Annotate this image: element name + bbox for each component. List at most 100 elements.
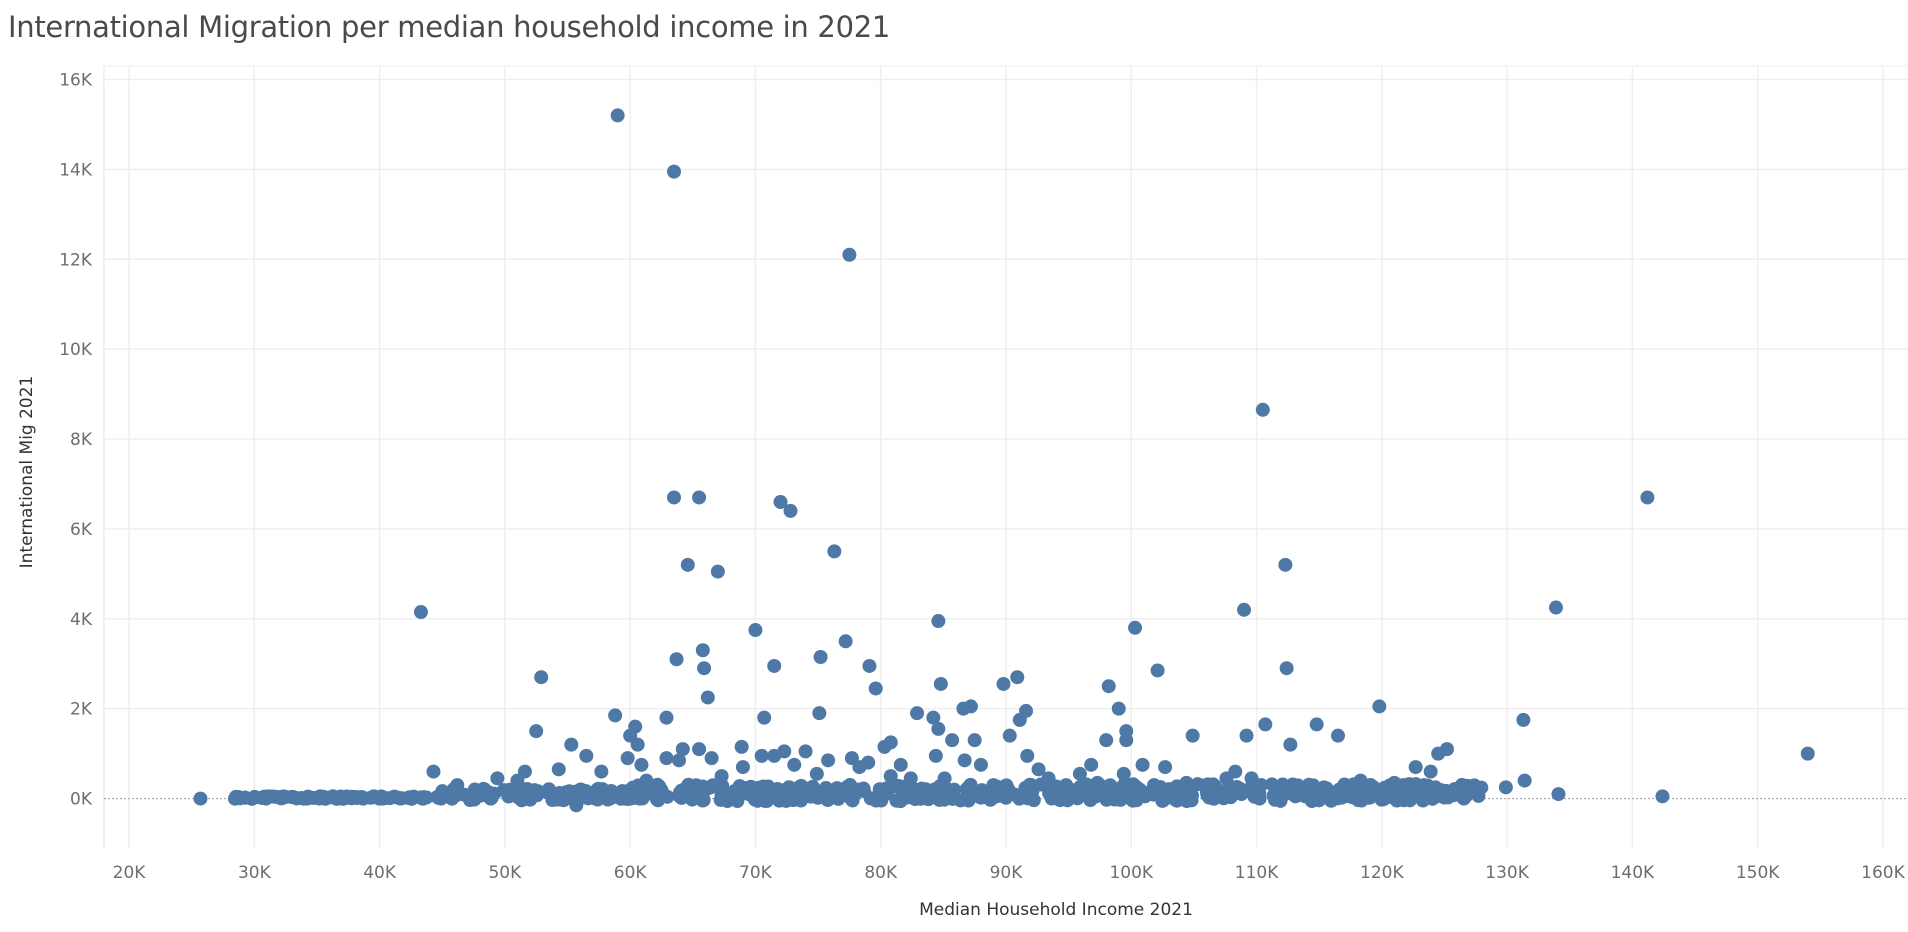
x-tick-label: 120K <box>1360 863 1404 883</box>
data-point <box>490 771 505 786</box>
data-point <box>996 676 1011 691</box>
cluster-point <box>1190 777 1205 792</box>
data-point <box>697 661 712 676</box>
data-point <box>1185 728 1200 743</box>
data-point <box>667 164 682 179</box>
data-point <box>564 737 579 752</box>
data-point <box>903 771 918 786</box>
data-point <box>700 690 715 705</box>
data-point <box>773 494 788 509</box>
cluster-point <box>1012 791 1027 806</box>
data-point <box>1429 789 1444 804</box>
data-point <box>1234 787 1249 802</box>
data-point <box>1516 712 1531 727</box>
data-point <box>937 771 952 786</box>
data-point <box>675 742 690 757</box>
cluster-point <box>600 792 615 807</box>
data-point <box>551 762 566 777</box>
data-point <box>827 544 842 559</box>
data-point <box>1655 789 1670 804</box>
data-points <box>193 108 1815 813</box>
cluster-point <box>963 777 978 792</box>
data-point <box>620 751 635 766</box>
data-point <box>413 605 428 620</box>
cluster-point <box>467 792 482 807</box>
cluster-point <box>695 779 710 794</box>
chart-title: International Migration per median house… <box>8 10 891 44</box>
data-point <box>1342 789 1357 804</box>
data-point <box>630 737 645 752</box>
cluster-point <box>547 792 562 807</box>
data-point <box>1203 789 1218 804</box>
data-point <box>692 490 707 505</box>
data-point <box>639 773 654 788</box>
data-point <box>1551 787 1566 802</box>
cluster-point <box>1369 787 1384 802</box>
data-point <box>910 706 925 721</box>
data-point <box>812 706 827 721</box>
cluster-point <box>628 790 643 805</box>
data-point <box>1237 602 1252 617</box>
data-point <box>862 658 877 673</box>
y-tick-label: 16K <box>59 70 93 90</box>
data-point <box>714 769 729 784</box>
cluster-point <box>1060 793 1075 808</box>
data-point <box>667 490 682 505</box>
data-point <box>692 742 707 757</box>
x-tick-label: 130K <box>1485 863 1529 883</box>
data-point <box>534 670 549 685</box>
axes: 20K 30K 40K 50K 60K 70K 80K 90K 100K 110K 120K 130K… <box>59 70 1905 883</box>
data-point <box>838 634 853 649</box>
data-point <box>928 748 943 763</box>
data-point <box>1002 728 1017 743</box>
cluster-point <box>720 787 735 802</box>
data-point <box>957 753 972 768</box>
x-tick-label: 80K <box>864 863 898 883</box>
data-point <box>1309 717 1324 732</box>
y-tick-label: 12K <box>59 250 93 270</box>
data-point <box>967 733 982 748</box>
data-point <box>1423 764 1438 779</box>
cluster-point <box>590 792 605 807</box>
data-point <box>1269 789 1284 804</box>
data-point <box>767 748 782 763</box>
data-point <box>1059 778 1074 793</box>
data-point <box>1010 670 1025 685</box>
data-point <box>1135 757 1150 772</box>
grid <box>103 65 1908 848</box>
cluster-point <box>880 781 895 796</box>
cluster-point <box>869 793 884 808</box>
data-point <box>1090 775 1105 790</box>
data-point <box>748 623 763 638</box>
data-point <box>1128 620 1143 635</box>
cluster-point <box>1264 777 1279 792</box>
data-point <box>1283 737 1298 752</box>
cluster-point <box>562 784 577 799</box>
data-point <box>1031 762 1046 777</box>
data-point <box>1387 775 1402 790</box>
cluster-point <box>685 792 700 807</box>
y-tick-label: 10K <box>59 340 93 360</box>
data-point <box>1084 757 1099 772</box>
data-point <box>1517 773 1532 788</box>
data-point <box>783 503 798 518</box>
data-point <box>1548 600 1563 615</box>
data-point <box>877 739 892 754</box>
x-axis-title: Median Household Income 2021 <box>919 900 1193 920</box>
cluster-point <box>829 781 844 796</box>
data-point <box>1258 717 1273 732</box>
cluster-point <box>402 791 417 806</box>
x-tick-label: 30K <box>238 863 272 883</box>
cluster-point <box>531 784 546 799</box>
data-point <box>1358 780 1373 795</box>
data-point <box>1126 784 1141 799</box>
data-point <box>883 769 898 784</box>
data-point <box>193 791 208 806</box>
x-tick-label: 90K <box>990 863 1024 883</box>
data-point <box>680 557 695 572</box>
data-point <box>634 757 649 772</box>
cluster-point <box>674 788 689 803</box>
cluster-point <box>1113 792 1128 807</box>
data-point <box>1072 766 1087 781</box>
